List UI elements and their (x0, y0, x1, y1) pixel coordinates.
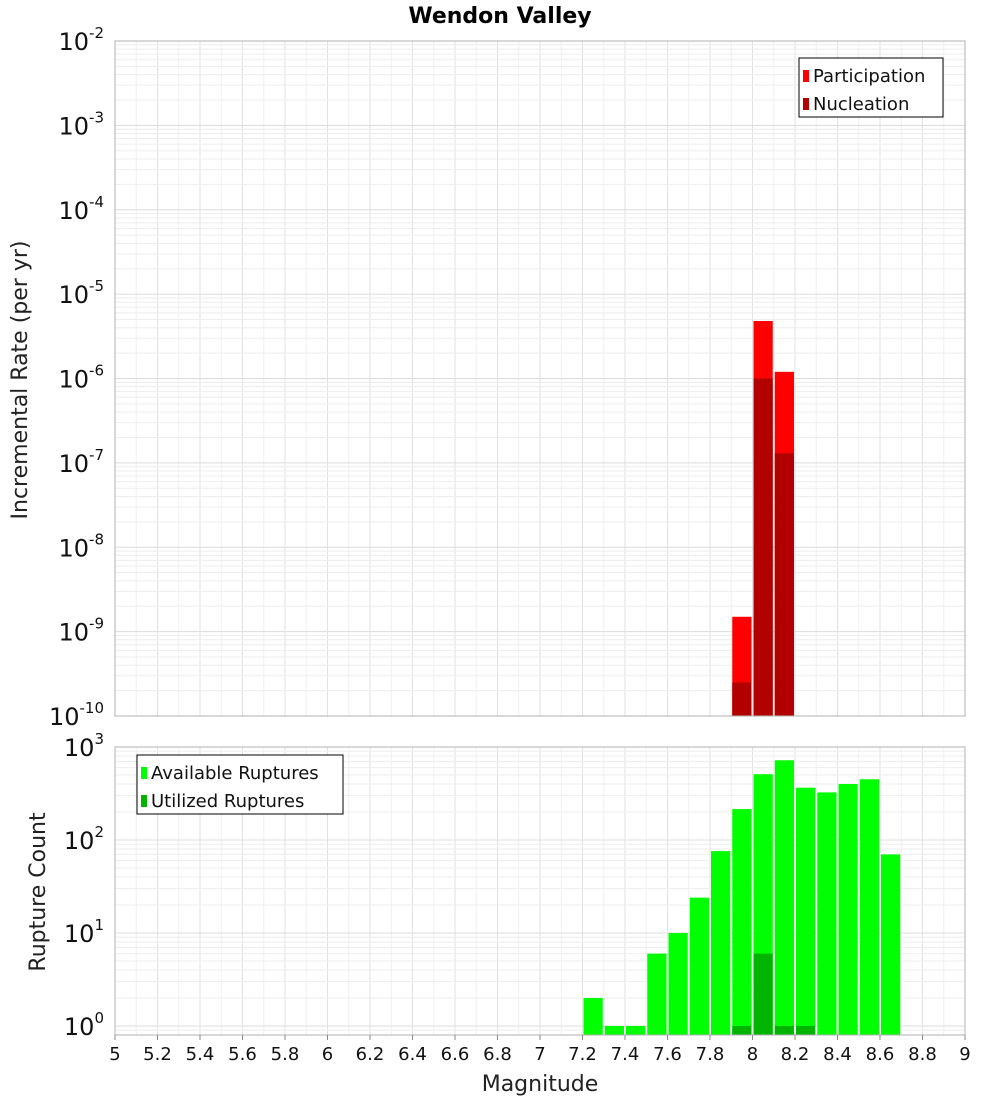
bottom-ytick-label: 100 (64, 1009, 104, 1041)
bottom-bar (753, 953, 773, 1035)
bottom-xtick-label: 8.2 (781, 1044, 810, 1065)
bottom-ytick-label: 103 (64, 730, 104, 762)
bottom-bar (647, 953, 667, 1035)
bottom-legend-swatch (141, 767, 147, 779)
top-gridlines (114, 40, 966, 717)
bottom-legend-swatch (141, 795, 147, 807)
bottom-bar (732, 809, 752, 1035)
bottom-legend-label: Available Ruptures (151, 763, 319, 784)
bottom-xtick-label: 8 (747, 1044, 758, 1065)
bottom-xtick-label: 8.6 (866, 1044, 895, 1065)
bottom-legend-box (136, 754, 344, 815)
top-plot-frame (114, 40, 966, 717)
top-y-axis-label: Incremental Rate (per yr) (8, 241, 33, 520)
bottom-ytick-label: 102 (64, 823, 104, 855)
bottom-xtick-label: 6 (322, 1044, 333, 1065)
bottom-bar (732, 1025, 752, 1035)
bottom-bar (626, 1025, 646, 1035)
top-legend-swatch (803, 98, 809, 110)
bottom-xtick-label: 8.8 (908, 1044, 937, 1065)
top-ytick-label: 10-10 (49, 699, 104, 731)
bottom-series-0 (583, 760, 901, 1035)
bottom-xtick-label: 5.2 (143, 1044, 172, 1065)
bottom-xtick-label: 7 (534, 1044, 545, 1065)
bottom-legend: Available Ruptures Utilized Ruptures (136, 754, 344, 815)
bottom-xtick-label: 5.8 (271, 1044, 300, 1065)
top-ytick-label: 10-3 (58, 108, 104, 140)
top-ytick-label: 10-7 (58, 446, 104, 478)
bottom-xtick-label: 7.4 (611, 1044, 640, 1065)
bottom-bar (881, 854, 901, 1035)
bottom-bar (583, 997, 603, 1035)
bottom-xtick-label: 9 (959, 1044, 970, 1065)
bottom-xtick-label: 7.2 (568, 1044, 597, 1065)
bottom-bar (796, 1025, 816, 1035)
bottom-bar (774, 760, 794, 1035)
bottom-xtick-label: 6.8 (483, 1044, 512, 1065)
x-axis-label: Magnitude (482, 1072, 599, 1097)
top-legend: Participation Nucleation (798, 57, 944, 118)
top-series-1 (732, 378, 794, 716)
bottom-xtick-label: 5 (109, 1044, 120, 1065)
bottom-xtick-label: 5.4 (186, 1044, 215, 1065)
top-legend-label: Nucleation (813, 94, 909, 115)
bottom-bar (838, 784, 858, 1035)
top-bar (753, 378, 773, 716)
top-ytick-label: 10-8 (58, 530, 104, 562)
bottom-xtick-label: 7.8 (696, 1044, 725, 1065)
bottom-bar (668, 932, 688, 1035)
bottom-bar (796, 787, 816, 1035)
bottom-y-axis-label: Rupture Count (26, 812, 51, 972)
top-ytick-label: 10-2 (58, 24, 104, 56)
top-legend-box (798, 57, 944, 118)
bottom-legend-label: Utilized Ruptures (151, 791, 304, 812)
bottom-bar (817, 792, 837, 1035)
bottom-xtick-label: 7.6 (653, 1044, 682, 1065)
bottom-bar (774, 1025, 794, 1035)
top-legend-label: Participation (813, 66, 925, 87)
bottom-bar (689, 897, 709, 1035)
bottom-bar (711, 851, 731, 1035)
bottom-bar (604, 1025, 624, 1035)
bottom-xtick-label: 6.4 (398, 1044, 427, 1065)
top-legend-swatch (803, 70, 809, 82)
chart-title: Wendon Valley (408, 4, 591, 29)
top-ytick-label: 10-5 (58, 277, 104, 309)
bottom-ytick-label: 101 (64, 916, 104, 948)
top-ytick-label: 10-6 (58, 362, 104, 394)
bottom-bar (859, 779, 879, 1035)
bottom-xtick-label: 5.6 (228, 1044, 257, 1065)
bottom-series-1 (732, 953, 816, 1035)
bottom-xtick-label: 8.4 (823, 1044, 852, 1065)
top-ytick-label: 10-4 (58, 193, 104, 225)
bottom-xtick-label: 6.2 (356, 1044, 385, 1065)
top-bar (732, 682, 752, 716)
top-ytick-label: 10-9 (58, 615, 104, 647)
top-bar (774, 453, 794, 716)
bottom-xtick-label: 6.6 (441, 1044, 470, 1065)
